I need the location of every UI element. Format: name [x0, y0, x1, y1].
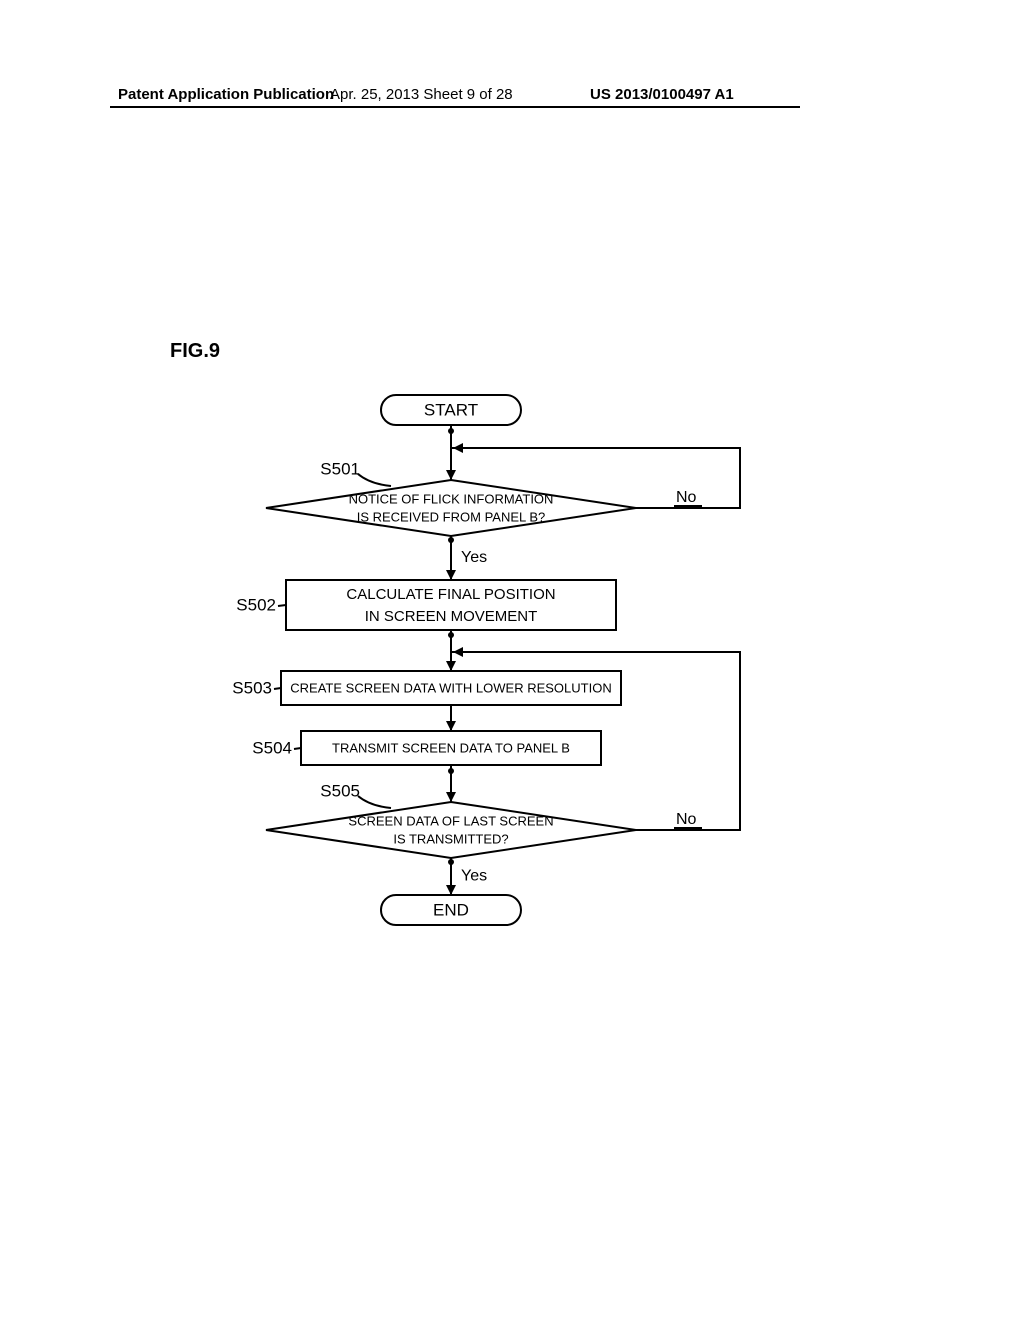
flowchart-svg: START NOTICE OF FLICK INFORMATION IS REC…	[0, 0, 1024, 1320]
svg-text:CREATE SCREEN DATA WITH LOWER: CREATE SCREEN DATA WITH LOWER RESOLUTION	[290, 680, 611, 695]
svg-text:END: END	[433, 900, 469, 919]
label-s505-pointer	[358, 796, 391, 808]
edge-s505-end: Yes	[446, 858, 487, 895]
svg-text:No: No	[676, 811, 697, 828]
edge-s501-s502: Yes	[446, 536, 487, 580]
label-s502: S502	[236, 595, 276, 614]
label-s501-pointer	[358, 474, 391, 486]
node-s502: CALCULATE FINAL POSITION IN SCREEN MOVEM…	[286, 580, 616, 630]
node-s503: CREATE SCREEN DATA WITH LOWER RESOLUTION	[281, 671, 621, 705]
svg-text:START: START	[424, 400, 478, 419]
svg-text:SCREEN DATA OF LAST SCREEN: SCREEN DATA OF LAST SCREEN	[348, 813, 553, 828]
svg-text:Yes: Yes	[461, 549, 487, 566]
label-s505: S505	[320, 781, 360, 800]
edge-start-s501	[446, 425, 469, 480]
node-start: START	[381, 395, 521, 425]
edge-s503-s504	[446, 705, 456, 731]
node-s505: SCREEN DATA OF LAST SCREEN IS TRANSMITTE…	[266, 802, 636, 858]
edge-s504-s505	[446, 765, 456, 802]
svg-text:IS TRANSMITTED?: IS TRANSMITTED?	[393, 831, 508, 846]
svg-text:IS RECEIVED FROM PANEL B?: IS RECEIVED FROM PANEL B?	[357, 509, 546, 524]
page: Patent Application Publication Apr. 25, …	[0, 0, 1024, 1320]
svg-text:Yes: Yes	[461, 868, 487, 885]
svg-text:NOTICE OF FLICK INFORMATION: NOTICE OF FLICK INFORMATION	[349, 491, 554, 506]
node-end: END	[381, 895, 521, 925]
edge-s502-s503	[446, 630, 469, 671]
label-s501: S501	[320, 459, 360, 478]
label-s503-pointer	[274, 688, 281, 689]
svg-text:No: No	[676, 489, 697, 506]
label-s503: S503	[232, 678, 272, 697]
svg-text:IN SCREEN MOVEMENT: IN SCREEN MOVEMENT	[365, 608, 538, 625]
label-s504: S504	[252, 738, 292, 757]
node-s501: NOTICE OF FLICK INFORMATION IS RECEIVED …	[266, 480, 636, 536]
svg-text:TRANSMIT SCREEN DATA TO PANEL: TRANSMIT SCREEN DATA TO PANEL B	[332, 740, 570, 755]
node-s504: TRANSMIT SCREEN DATA TO PANEL B	[301, 731, 601, 765]
svg-text:CALCULATE FINAL POSITION: CALCULATE FINAL POSITION	[346, 586, 555, 603]
label-s502-pointer	[278, 605, 286, 606]
label-s504-pointer	[294, 748, 301, 749]
